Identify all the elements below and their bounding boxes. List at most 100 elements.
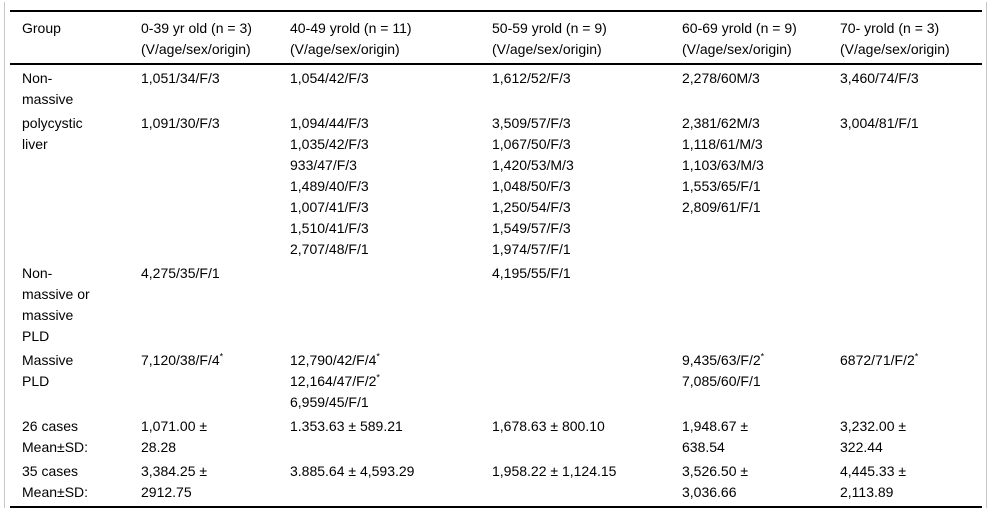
cell-value: 6872/71/F/2* <box>840 351 919 368</box>
cell-value: 1,510/41/F/3 <box>290 220 369 236</box>
row-label-line: Massive <box>22 352 74 368</box>
header-subline: (V/age/sex/origin) <box>290 41 400 57</box>
cell-value: 7,120/38/F/4* <box>141 351 224 368</box>
row-label-line: Mean±SD: <box>22 484 89 500</box>
row-label-line: 26 cases <box>22 418 79 434</box>
cell-value: 6,959/45/F/1 <box>290 394 369 410</box>
column-header-50-59: 50-59 yrold (n = 9) (V/age/sex/origin) <box>492 18 682 60</box>
row-label-line: PLD <box>22 328 50 344</box>
row-label-line: polycystic <box>22 115 83 131</box>
header-line: 70- yrold (n = 3) <box>840 20 940 36</box>
table-cell: 1,678.63 ± 800.10 <box>492 416 682 458</box>
header-line: Group <box>22 20 61 36</box>
row-label-line: liver <box>22 136 48 152</box>
table-cell <box>840 263 982 347</box>
cell-value: 2,707/48/F/1 <box>290 241 369 257</box>
cell-value: 3,460/74/F/3 <box>840 70 919 86</box>
row-label: Non-massive <box>22 68 141 110</box>
cell-value: 1,007/41/F/3 <box>290 199 369 215</box>
table-cell: 3,460/74/F/3 <box>840 68 982 110</box>
cell-value: 2,113.89 <box>840 484 894 500</box>
table: Group 0-39 yr old (n = 3) (V/age/sex/ori… <box>10 10 982 508</box>
table-cell: 12,790/42/F/4* 12,164/47/F/2* 6,959/45/F/1 <box>290 350 492 413</box>
cell-value: 1,958.22 ± 1,124.15 <box>492 463 617 479</box>
row-label: Non-massive or massive PLD <box>22 263 141 347</box>
cell-value: 1,250/54/F/3 <box>492 199 571 215</box>
table-cell <box>492 350 682 413</box>
cell-value: 1,067/50/F/3 <box>492 136 571 152</box>
table-cell: 4,445.33 ± 2,113.89 <box>840 461 982 503</box>
row-label-line: massive <box>22 307 74 323</box>
column-header-70plus: 70- yrold (n = 3) (V/age/sex/origin) <box>840 18 982 60</box>
cell-value: 1,553/65/F/1 <box>682 178 761 194</box>
cell-value: 1,091/30/F/3 <box>141 115 220 131</box>
row-label-line: Non- <box>22 70 53 86</box>
table-cell: 1,051/34/F/3 <box>141 68 290 110</box>
table-cell: 1,091/30/F/3 <box>141 113 290 260</box>
cell-value: 1,549/57/F/3 <box>492 220 571 236</box>
table-cell: 1,948.67 ± 638.54 <box>682 416 840 458</box>
row-label: polycystic liver <box>22 113 141 260</box>
table-cell: 3,526.50 ± 3,036.66 <box>682 461 840 503</box>
cell-value: 1,054/42/F/3 <box>290 70 369 86</box>
cell-value: 1,678.63 ± 800.10 <box>492 418 605 434</box>
row-label-line: Mean±SD: <box>22 439 89 455</box>
cell-value: 3,004/81/F/1 <box>840 115 919 131</box>
cell-value: 3,384.25 ± <box>141 463 208 479</box>
table-cell: 2,278/60M/3 <box>682 68 840 110</box>
table-cell: 1,071.00 ± 28.28 <box>141 416 290 458</box>
footnote-asterisk: * <box>760 351 765 362</box>
cell-value: 1,948.67 ± <box>682 418 749 434</box>
header-subline: (V/age/sex/origin) <box>840 41 950 57</box>
table-row: polycystic liver 1,091/30/F/3 1,094/44/F/3 1… <box>10 110 982 260</box>
cell-value: 4,445.33 ± <box>840 463 907 479</box>
cell-value: 3,509/57/F/3 <box>492 115 571 131</box>
table-cell: 3,509/57/F/3 1,067/50/F/3 1,420/53/M/3 1,04… <box>492 113 682 260</box>
table-cell: 1,054/42/F/3 <box>290 68 492 110</box>
cell-value: 1.353.63 ± 589.21 <box>290 418 403 434</box>
cell-value: 12,164/47/F/2* <box>290 372 380 389</box>
cell-value: 4,275/35/F/1 <box>141 265 220 281</box>
cell-value: 7,085/60/F/1 <box>682 373 761 389</box>
header-line: 50-59 yrold (n = 9) <box>492 20 607 36</box>
cell-value: 1,489/40/F/3 <box>290 178 369 194</box>
table-row: Non-massive or massive PLD 4,275/35/F/1 4,19… <box>10 260 982 347</box>
header-subline: (V/age/sex/origin) <box>492 41 602 57</box>
table-cell: 1,094/44/F/3 1,035/42/F/3 933/47/F/3 1,489/… <box>290 113 492 260</box>
header-line: 60-69 yrold (n = 9) <box>682 20 797 36</box>
cell-value: 2,381/62M/3 <box>682 115 760 131</box>
table-cell: 4,195/55/F/1 <box>492 263 682 347</box>
row-label: 35 cases Mean±SD: <box>22 461 141 503</box>
footnote-asterisk: * <box>376 372 380 383</box>
cell-value: 1,048/50/F/3 <box>492 178 571 194</box>
cell-value: 3,526.50 ± <box>682 463 749 479</box>
row-label: Massive PLD <box>22 350 141 413</box>
column-header-0-39: 0-39 yr old (n = 3) (V/age/sex/origin) <box>141 18 290 60</box>
cell-value: 1,974/57/F/1 <box>492 241 571 257</box>
row-label-line: massive <box>22 91 74 107</box>
table-cell: 9,435/63/F/2* 7,085/60/F/1 <box>682 350 840 413</box>
cell-value: 1,103/63/M/3 <box>682 157 764 173</box>
cell-value: 2,278/60M/3 <box>682 70 760 86</box>
cell-value: 1,094/44/F/3 <box>290 115 369 131</box>
table-cell <box>682 263 840 347</box>
age-group-table: Group 0-39 yr old (n = 3) (V/age/sex/ori… <box>4 2 987 508</box>
table-row: Massive PLD 7,120/38/F/4* 12,790/42/F/4* 12,… <box>10 347 982 413</box>
table-cell: 7,120/38/F/4* <box>141 350 290 413</box>
table-cell: 4,275/35/F/1 <box>141 263 290 347</box>
table-cell: 1.353.63 ± 589.21 <box>290 416 492 458</box>
table-cell: 3,384.25 ± 2912.75 <box>141 461 290 503</box>
table-body: Non-massive 1,051/34/F/3 1,054/42/F/3 1,612… <box>10 65 982 508</box>
header-subline: (V/age/sex/origin) <box>141 41 251 57</box>
cell-value: 3.885.64 ± 4,593.29 <box>290 463 415 479</box>
cell-value: 4,195/55/F/1 <box>492 265 571 281</box>
cell-value: 1,118/61/M/3 <box>682 136 763 152</box>
table-row: 26 cases Mean±SD: 1,071.00 ± 28.28 1.353.63 … <box>10 413 982 458</box>
table-cell <box>290 263 492 347</box>
table-cell: 3.885.64 ± 4,593.29 <box>290 461 492 503</box>
header-line: 0-39 yr old (n = 3) <box>141 20 252 36</box>
cell-value: 638.54 <box>682 439 725 455</box>
cell-value: 1,612/52/F/3 <box>492 70 571 86</box>
row-label-line: 35 cases <box>22 463 79 479</box>
row-label-line: massive or <box>22 286 90 302</box>
